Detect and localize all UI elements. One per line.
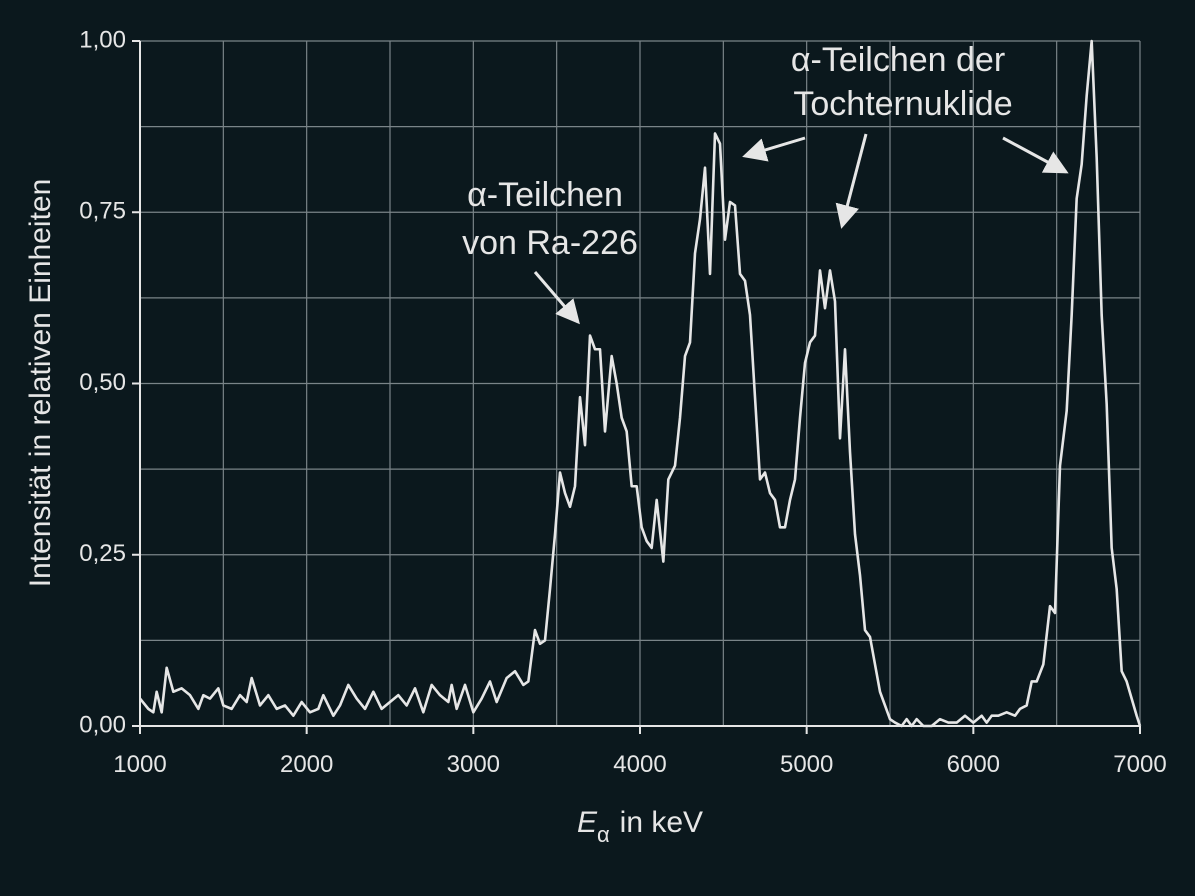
x-label-subscript: α: [597, 822, 610, 847]
y-axis-label: Intensität in relativen Einheiten: [24, 179, 57, 588]
y-tick-label: 1,00: [79, 26, 126, 53]
annotation: α-Teilchen: [467, 176, 623, 214]
annotation: von Ra-226: [462, 224, 638, 262]
data-line: [138, 39, 1142, 728]
y-tick-label: 0,00: [79, 711, 126, 738]
y-tick-label: 0,75: [79, 198, 126, 225]
x-axis-label: Eα in keV: [577, 806, 703, 847]
arrow: [1002, 136, 1069, 174]
x-tick-label: 5000: [780, 751, 833, 778]
plot: [138, 39, 1142, 728]
arrow: [835, 133, 868, 229]
x-tick-label: 7000: [1113, 751, 1166, 778]
x-tick-label: 3000: [447, 751, 500, 778]
annotation: Tochternuklide: [793, 85, 1012, 123]
arrow: [742, 136, 806, 162]
x-tick-label: 2000: [280, 751, 333, 778]
x-label-text: in keV: [620, 806, 703, 839]
arrow: [533, 271, 580, 325]
x-tick-label: 1000: [113, 751, 166, 778]
annotation: α-Teilchen der: [791, 41, 1005, 79]
x-label-symbol: E: [577, 806, 598, 839]
x-tick-label: 4000: [613, 751, 666, 778]
y-tick-label: 0,25: [79, 540, 126, 567]
x-tick-label: 6000: [947, 751, 1000, 778]
y-tick-label: 0,50: [79, 369, 126, 396]
